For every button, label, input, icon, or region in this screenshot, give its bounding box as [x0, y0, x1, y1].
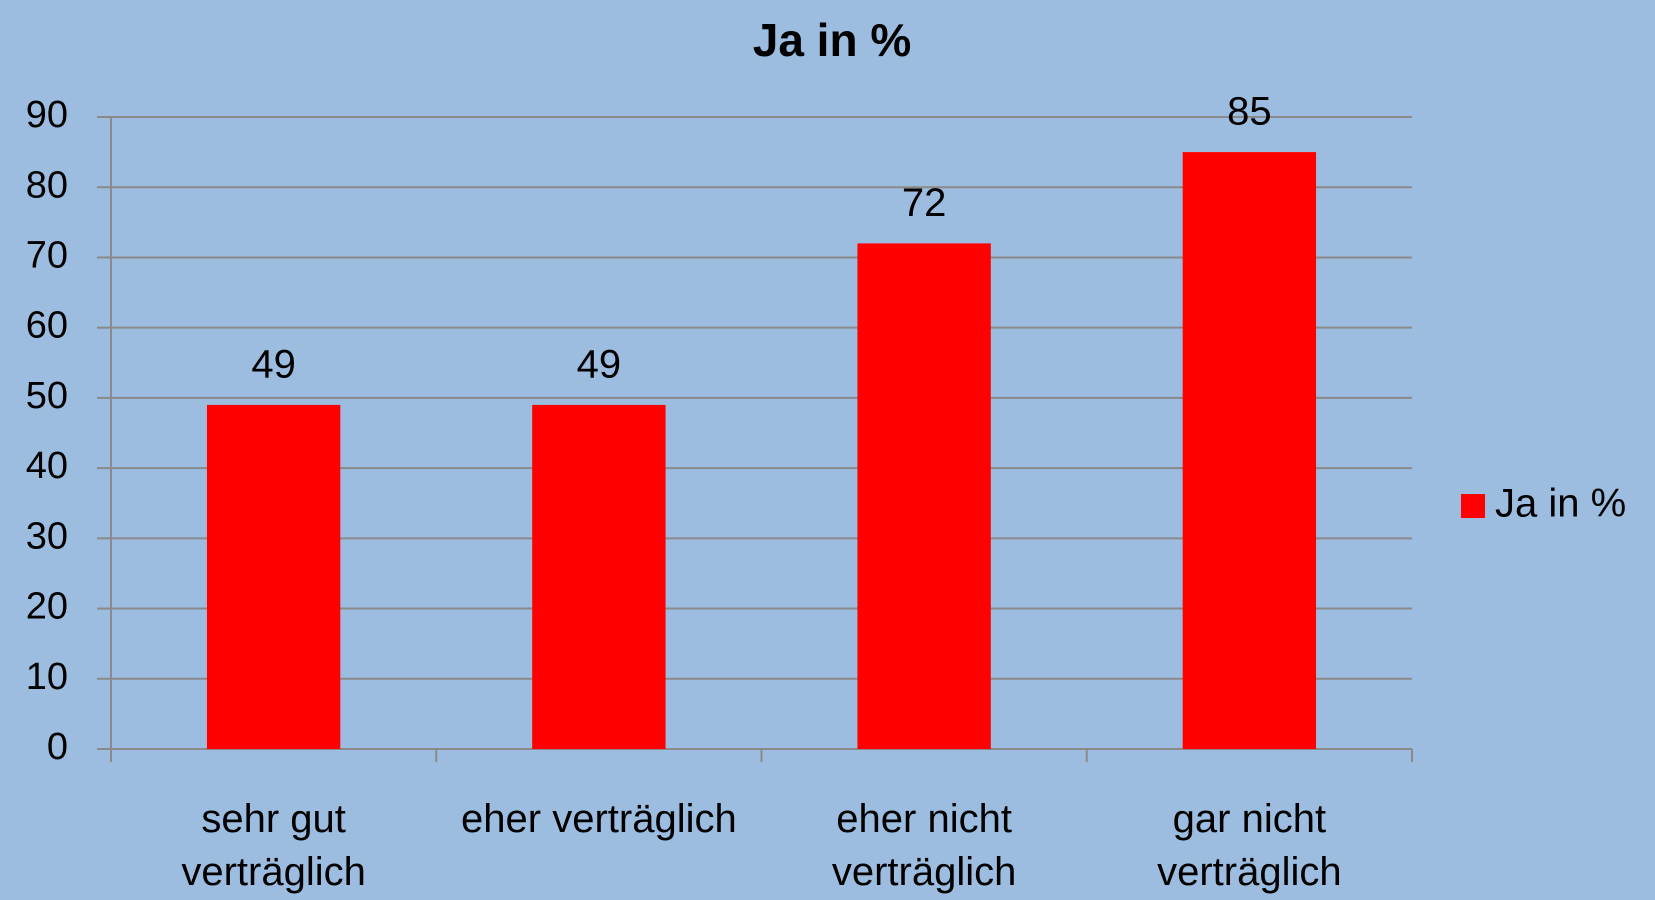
bar: [857, 243, 991, 749]
value-label: 85: [1227, 90, 1272, 134]
y-tick-label: 80: [26, 164, 68, 206]
legend-swatch: [1461, 494, 1485, 518]
y-tick-label: 20: [26, 586, 68, 628]
x-tick-label: sehr gut verträglich: [181, 797, 366, 894]
value-label: 49: [251, 342, 296, 386]
y-tick-label: 70: [26, 234, 68, 276]
value-label: 72: [902, 181, 947, 225]
y-tick-label: 0: [47, 726, 68, 768]
x-tick-label: eher verträglich: [461, 797, 737, 841]
chart-title: Ja in %: [753, 14, 912, 66]
legend-label: Ja in %: [1495, 482, 1626, 526]
y-tick-label: 40: [26, 445, 68, 487]
y-tick-label: 10: [26, 656, 68, 698]
bar: [206, 404, 341, 749]
x-tick-label: gar nicht verträglich: [1157, 797, 1342, 894]
bar: [1182, 152, 1317, 750]
value-label: 49: [577, 342, 622, 386]
y-tick-label: 60: [26, 305, 68, 347]
y-tick-label: 30: [26, 515, 68, 557]
y-tick-label: 50: [26, 375, 68, 417]
x-tick-label: eher nicht verträglich: [831, 797, 1017, 894]
y-tick-label: 90: [26, 94, 68, 136]
bar: [532, 404, 666, 749]
